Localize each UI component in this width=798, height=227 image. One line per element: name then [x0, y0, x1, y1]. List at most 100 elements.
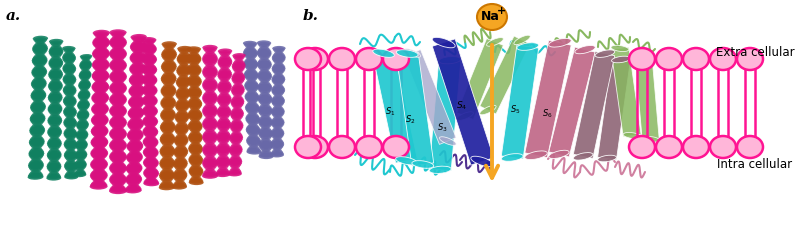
- Ellipse shape: [230, 123, 243, 128]
- Ellipse shape: [49, 57, 62, 63]
- Ellipse shape: [217, 74, 232, 79]
- Ellipse shape: [206, 89, 214, 94]
- Ellipse shape: [356, 48, 382, 70]
- Ellipse shape: [160, 100, 176, 106]
- Ellipse shape: [62, 57, 76, 62]
- Ellipse shape: [112, 172, 124, 178]
- Ellipse shape: [63, 86, 77, 91]
- Ellipse shape: [160, 102, 176, 107]
- Ellipse shape: [247, 148, 261, 153]
- Ellipse shape: [30, 170, 41, 175]
- Ellipse shape: [191, 142, 201, 147]
- Ellipse shape: [275, 50, 282, 55]
- Ellipse shape: [31, 81, 47, 86]
- Ellipse shape: [219, 117, 229, 122]
- Ellipse shape: [34, 74, 45, 79]
- Ellipse shape: [271, 131, 284, 136]
- Ellipse shape: [49, 137, 60, 142]
- Ellipse shape: [275, 61, 282, 66]
- Ellipse shape: [188, 136, 203, 141]
- Ellipse shape: [127, 121, 144, 127]
- Ellipse shape: [176, 117, 188, 123]
- Ellipse shape: [250, 133, 257, 138]
- Ellipse shape: [109, 49, 127, 56]
- Ellipse shape: [178, 47, 191, 53]
- Ellipse shape: [245, 105, 260, 111]
- Ellipse shape: [93, 81, 108, 87]
- Ellipse shape: [143, 161, 159, 167]
- Ellipse shape: [112, 184, 124, 190]
- Ellipse shape: [30, 125, 44, 130]
- Ellipse shape: [188, 145, 203, 150]
- Ellipse shape: [128, 161, 140, 167]
- Ellipse shape: [141, 45, 156, 50]
- Ellipse shape: [132, 82, 141, 88]
- Ellipse shape: [244, 94, 259, 100]
- Ellipse shape: [65, 161, 77, 166]
- Ellipse shape: [94, 178, 103, 184]
- Ellipse shape: [180, 62, 188, 67]
- Ellipse shape: [49, 157, 59, 162]
- Ellipse shape: [160, 114, 176, 119]
- Ellipse shape: [247, 90, 257, 96]
- Ellipse shape: [143, 139, 159, 145]
- Ellipse shape: [112, 135, 124, 141]
- Ellipse shape: [95, 32, 108, 39]
- Ellipse shape: [175, 141, 188, 146]
- Ellipse shape: [190, 105, 200, 111]
- Ellipse shape: [218, 167, 228, 173]
- Ellipse shape: [245, 116, 260, 122]
- Ellipse shape: [629, 136, 655, 158]
- Ellipse shape: [231, 133, 243, 137]
- Ellipse shape: [130, 44, 147, 50]
- Ellipse shape: [93, 113, 106, 119]
- Ellipse shape: [217, 119, 231, 124]
- Ellipse shape: [110, 36, 125, 43]
- Ellipse shape: [261, 56, 268, 61]
- Ellipse shape: [629, 48, 655, 70]
- Ellipse shape: [163, 179, 171, 184]
- Ellipse shape: [164, 82, 172, 88]
- Ellipse shape: [273, 127, 282, 132]
- Ellipse shape: [272, 80, 284, 84]
- Ellipse shape: [203, 58, 218, 63]
- Ellipse shape: [90, 161, 108, 168]
- Ellipse shape: [204, 168, 215, 174]
- Ellipse shape: [143, 74, 156, 80]
- Ellipse shape: [164, 59, 175, 65]
- Ellipse shape: [176, 101, 190, 106]
- Ellipse shape: [131, 34, 147, 40]
- Ellipse shape: [573, 153, 593, 160]
- Ellipse shape: [160, 162, 175, 168]
- Ellipse shape: [163, 93, 174, 98]
- Ellipse shape: [47, 128, 61, 133]
- Ellipse shape: [33, 55, 46, 60]
- Ellipse shape: [164, 56, 175, 62]
- Ellipse shape: [126, 143, 144, 149]
- Ellipse shape: [110, 59, 125, 66]
- Ellipse shape: [144, 42, 154, 48]
- Ellipse shape: [48, 116, 62, 122]
- Ellipse shape: [48, 94, 62, 99]
- Ellipse shape: [177, 95, 188, 101]
- Ellipse shape: [217, 131, 230, 136]
- Ellipse shape: [109, 41, 127, 47]
- Ellipse shape: [259, 92, 270, 97]
- Ellipse shape: [219, 114, 229, 119]
- Ellipse shape: [247, 130, 259, 135]
- Ellipse shape: [259, 99, 271, 104]
- Ellipse shape: [172, 184, 187, 190]
- Ellipse shape: [77, 111, 89, 116]
- Ellipse shape: [80, 62, 92, 66]
- Ellipse shape: [163, 84, 174, 89]
- Ellipse shape: [93, 114, 108, 121]
- Ellipse shape: [33, 49, 47, 54]
- Ellipse shape: [129, 66, 146, 72]
- Ellipse shape: [258, 72, 272, 77]
- Ellipse shape: [109, 178, 127, 184]
- Ellipse shape: [131, 52, 145, 58]
- Ellipse shape: [189, 83, 200, 88]
- Ellipse shape: [189, 52, 200, 57]
- Ellipse shape: [244, 74, 259, 79]
- Ellipse shape: [127, 132, 144, 138]
